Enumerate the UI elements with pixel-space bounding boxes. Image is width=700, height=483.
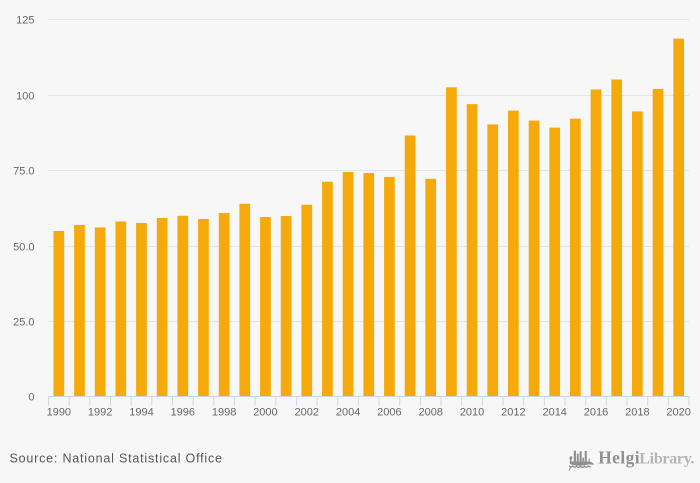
svg-text:Library.: Library. <box>639 451 694 468</box>
svg-text:1996: 1996 <box>171 407 195 419</box>
svg-text:2012: 2012 <box>501 407 525 419</box>
svg-text:2006: 2006 <box>377 407 401 419</box>
svg-text:1998: 1998 <box>212 407 236 419</box>
svg-text:Source: National Statistical O: Source: National Statistical Office <box>10 452 223 466</box>
svg-text:2020: 2020 <box>666 407 690 419</box>
svg-text:2008: 2008 <box>418 407 442 419</box>
svg-text:2004: 2004 <box>336 407 360 419</box>
svg-text:2016: 2016 <box>584 407 608 419</box>
svg-text:1990: 1990 <box>47 407 71 419</box>
svg-text:100: 100 <box>16 91 34 103</box>
svg-text:2018: 2018 <box>625 407 649 419</box>
svg-text:2010: 2010 <box>460 407 484 419</box>
svg-text:2014: 2014 <box>542 407 566 419</box>
svg-text:25.0: 25.0 <box>13 317 34 329</box>
svg-text:1992: 1992 <box>88 407 112 419</box>
svg-text:125: 125 <box>16 15 34 27</box>
svg-text:1994: 1994 <box>129 407 153 419</box>
svg-text:2000: 2000 <box>253 407 277 419</box>
svg-text:50.0: 50.0 <box>13 242 34 254</box>
svg-text:75.0: 75.0 <box>13 166 34 178</box>
svg-text:Helgi: Helgi <box>598 448 640 468</box>
svg-text:0: 0 <box>28 392 34 404</box>
svg-text:2002: 2002 <box>295 407 319 419</box>
